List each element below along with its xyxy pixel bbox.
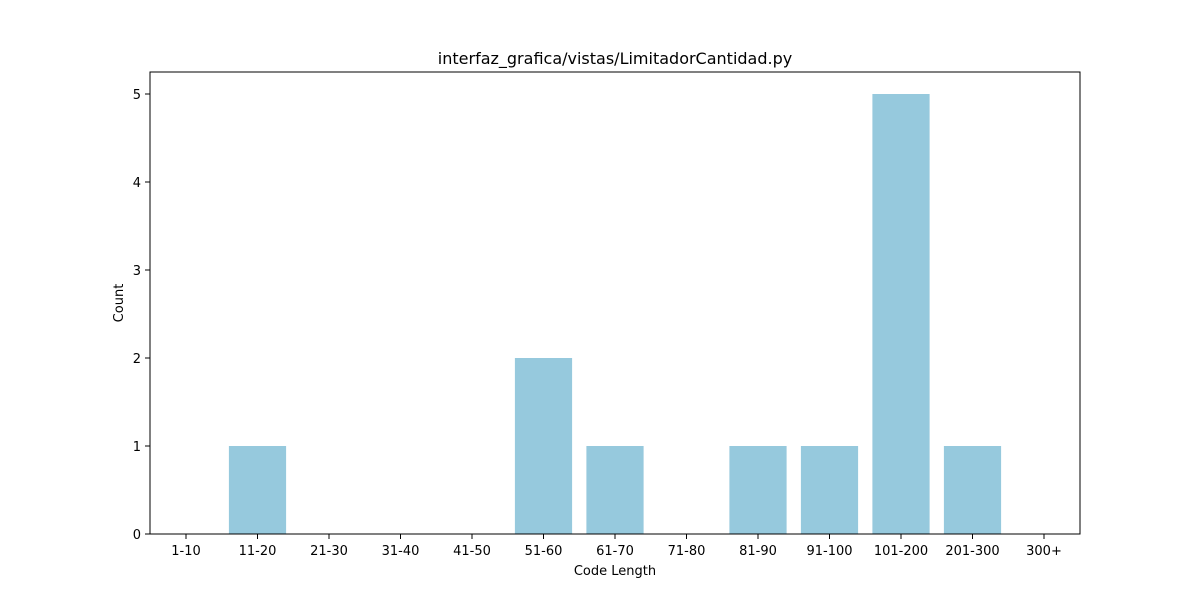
x-tick-label: 31-40 <box>382 544 420 559</box>
y-tick-label: 5 <box>133 88 141 103</box>
bars-group <box>228 94 1002 534</box>
x-tick-label: 300+ <box>1026 544 1062 559</box>
x-tick-label: 91-100 <box>806 544 852 559</box>
bar-61-70 <box>586 446 644 534</box>
x-axis-label: Code Length <box>574 564 656 579</box>
y-axis-ticks: 0 1 2 3 4 5 <box>133 88 150 543</box>
bar-81-90 <box>729 446 787 534</box>
x-tick-label: 11-20 <box>239 544 277 559</box>
bar-11-20 <box>228 446 287 534</box>
y-tick-label: 4 <box>133 176 141 191</box>
chart-title: interfaz_grafica/vistas/LimitadorCantida… <box>438 49 792 69</box>
x-tick-label: 101-200 <box>874 544 928 559</box>
bar-51-60 <box>514 358 573 534</box>
bar-201-300 <box>943 446 1002 534</box>
x-tick-label: 41-50 <box>453 544 491 559</box>
y-axis-label: Count <box>112 284 127 323</box>
x-tick-label: 71-80 <box>668 544 706 559</box>
x-tick-label: 1-10 <box>171 544 201 559</box>
bar-91-100 <box>800 446 859 534</box>
x-tick-label: 21-30 <box>310 544 348 559</box>
y-tick-label: 3 <box>133 264 141 279</box>
y-tick-label: 2 <box>133 352 141 367</box>
x-tick-label: 201-300 <box>945 544 999 559</box>
x-axis-ticks: 1-10 11-20 21-30 31-40 41-50 51-60 61-70 71-80 8… <box>171 534 1062 559</box>
y-tick-label: 1 <box>133 440 141 455</box>
x-tick-label: 51-60 <box>525 544 563 559</box>
y-tick-label: 0 <box>133 528 141 543</box>
x-tick-label: 81-90 <box>739 544 777 559</box>
plot-frame <box>149 71 1081 535</box>
bar-101-200 <box>872 94 930 534</box>
x-tick-label: 61-70 <box>596 544 634 559</box>
